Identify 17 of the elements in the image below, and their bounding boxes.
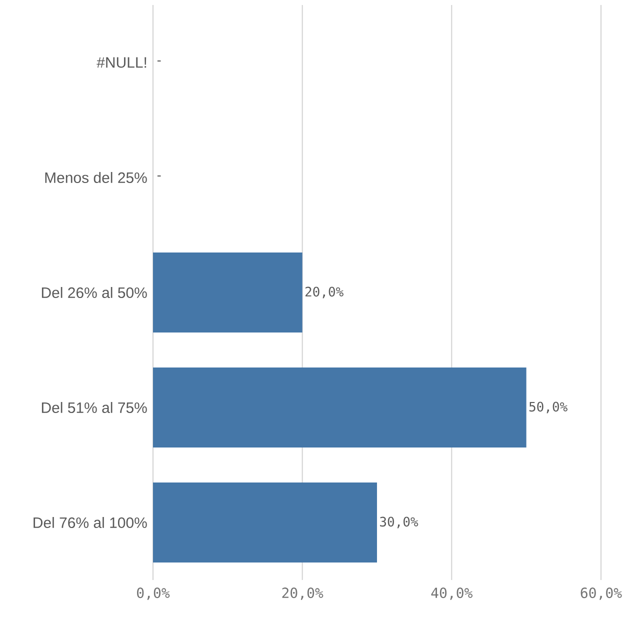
x-tick-label: 60,0% bbox=[580, 588, 622, 600]
bar bbox=[152, 482, 377, 563]
x-tick-label: 40,0% bbox=[431, 588, 472, 600]
y-tick-label: Menos del 25% bbox=[45, 172, 147, 184]
y-tick-label: Del 51% al 75% bbox=[42, 402, 147, 414]
text: - bbox=[157, 60, 161, 62]
data-label: 30,0% bbox=[380, 516, 418, 528]
data-label: 20,0% bbox=[306, 286, 344, 298]
bar bbox=[152, 368, 526, 448]
bar bbox=[152, 252, 302, 333]
data-label: 50,0% bbox=[529, 402, 568, 414]
y-tick-label: Del 26% al 50% bbox=[42, 287, 147, 298]
x-tick-label: 0,0% bbox=[137, 588, 170, 600]
y-tick-label: #NULL! bbox=[96, 57, 146, 68]
x-tick-label: 20,0% bbox=[282, 588, 324, 600]
text: - bbox=[157, 175, 161, 177]
y-tick-label: Del 76% al 100% bbox=[34, 516, 147, 528]
